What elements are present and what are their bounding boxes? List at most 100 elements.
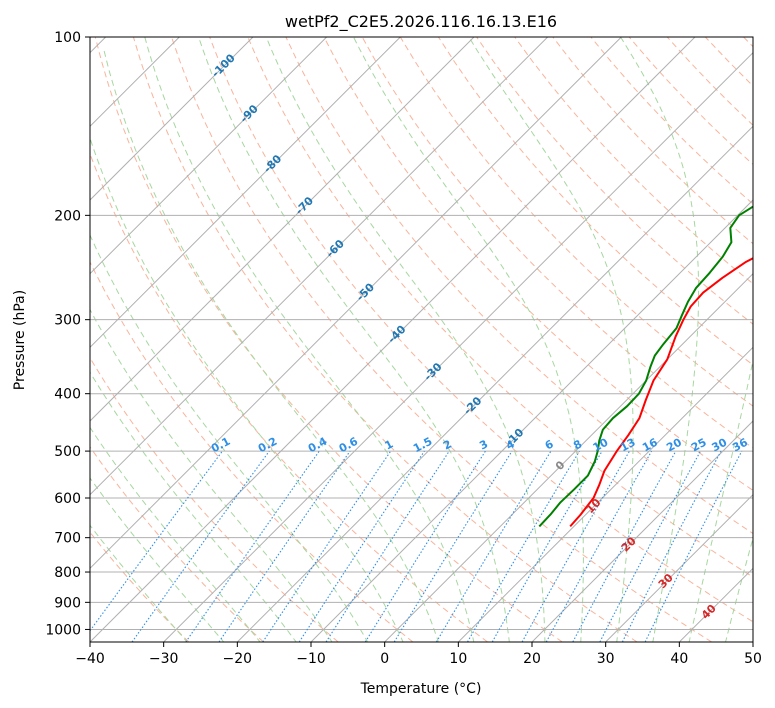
moist-adiabat-line (688, 358, 753, 642)
mixing-ratio-label: 36 (730, 436, 750, 455)
y-tick-label: 300 (54, 313, 81, 329)
isotherms (90, 37, 753, 642)
dry-adiabat-line (590, 37, 753, 205)
dry-adiabat-line (285, 37, 753, 535)
moist-adiabat-line (90, 371, 297, 642)
moist-adiabat-line (265, 37, 546, 642)
moist-adiabat-line (353, 37, 584, 642)
dry-adiabat-line (552, 37, 753, 245)
mixing-ratio-lines (90, 450, 743, 642)
dry-adiabat-line (476, 37, 753, 325)
moist-adiabats (90, 37, 753, 642)
moist-adiabat-line (90, 426, 261, 642)
moist-adiabat-line (724, 536, 753, 642)
moist-adiabat-line (90, 136, 404, 642)
x-tick-label: −30 (149, 651, 179, 667)
isotherm-line (384, 272, 753, 642)
mixing-ratio-label: 30 (710, 436, 730, 455)
x-tick-label: 40 (670, 651, 688, 667)
mixing-ratio-labels: 0.1 0.2 0.4 0.6 1 1.5 2 3 4 6 8 10 13 16 20 25 30 36 (209, 435, 750, 456)
mixing-ratio-line (545, 450, 653, 642)
x-tick-label: 20 (523, 651, 541, 667)
mixing-ratio-line (218, 450, 351, 642)
plot-frame (89, 36, 754, 643)
y-tick-label: 500 (54, 444, 81, 460)
mixing-ratio-line (90, 450, 223, 632)
dry-adiabat-line (90, 152, 488, 642)
dry-adiabat-line (704, 37, 753, 87)
dry-adiabat-line (90, 356, 339, 642)
mixing-ratio-line (435, 450, 552, 642)
y-tick-label: 600 (54, 491, 81, 507)
mixing-ratio-line (599, 450, 701, 642)
isotherm-line (90, 37, 475, 422)
y-tick-label: 1000 (45, 622, 81, 638)
mixing-ratio-line (298, 450, 425, 642)
y-tick-label: 200 (54, 208, 81, 224)
dry-adiabat-line (247, 37, 753, 578)
mixing-ratio-label: 0.1 (209, 435, 232, 456)
mixing-ratio-label: 25 (689, 436, 709, 455)
x-axis-label: Temperature (°C) (360, 681, 482, 697)
dry-adiabat-line (514, 37, 753, 285)
temperature-line (569, 257, 753, 528)
isotherm-label: -20 (461, 394, 484, 417)
dry-adiabats (90, 37, 753, 642)
isotherm-line (605, 493, 753, 642)
pressure-gridlines (90, 37, 753, 630)
mixing-ratio-label: 10 (591, 436, 611, 455)
mixing-ratio-label: 1.5 (411, 435, 434, 456)
mixing-ratio-line (621, 450, 722, 642)
mixing-ratio-label: 6 (543, 437, 556, 452)
dewpoint-line (538, 205, 753, 528)
dry-adiabat-line (323, 37, 753, 491)
dry-adiabat-line (437, 37, 753, 366)
mixing-ratio-label: 13 (618, 436, 638, 455)
mixing-ratio-label: 0.6 (337, 435, 361, 456)
dry-adiabat-line (209, 37, 753, 623)
moist-adiabat-line (468, 37, 634, 642)
mixing-ratio-line (262, 450, 392, 642)
mixing-ratio-label: 0.4 (306, 435, 330, 456)
dry-adiabat-line (94, 37, 563, 642)
mixing-ratio-label: 16 (640, 436, 660, 455)
y-axis-label: Pressure (hPa) (12, 290, 28, 390)
y-tick-label: 700 (54, 531, 81, 547)
dry-adiabat-line (90, 531, 190, 642)
isotherm-label: -30 (421, 360, 444, 383)
isotherm-line (310, 199, 753, 642)
y-tick-label: 900 (54, 595, 81, 611)
x-tick-label: 10 (449, 651, 467, 667)
dry-adiabat-line (171, 37, 712, 642)
mixing-ratio-line (185, 450, 320, 642)
mixing-ratio-label: 20 (664, 436, 684, 455)
mixing-ratio-line (364, 450, 486, 642)
mixing-ratio-label: 3 (477, 437, 490, 452)
moist-adiabat-line (144, 37, 475, 642)
chart-title: wetPf2_C2E5.2026.116.16.13.E16 (285, 12, 557, 32)
isotherm-line (678, 567, 753, 642)
mixing-ratio-label: 2 (441, 437, 454, 452)
dry-adiabat-line (90, 446, 264, 642)
mixing-ratio-line (572, 450, 677, 642)
dry-adiabat-line (666, 37, 753, 126)
x-tick-label: −40 (75, 651, 105, 667)
isotherm-line (90, 37, 622, 570)
isotherm-line (90, 37, 254, 201)
moist-adiabat-line (90, 477, 225, 642)
isotherm-line (90, 37, 401, 349)
x-tick-label: −20 (223, 651, 253, 667)
dry-adiabat-line (132, 37, 638, 642)
dry-adiabat-line (743, 37, 753, 48)
dry-adiabat-line (90, 260, 414, 642)
moist-adiabat-line (90, 233, 369, 642)
moist-adiabat-line (620, 37, 700, 642)
y-axis-ticks: 100 200 300 400 500 600 700 800 900 1000 (45, 30, 90, 638)
isotherm-line (163, 51, 753, 642)
isotherm-label: 10 (584, 496, 604, 516)
mixing-ratio-line (644, 450, 743, 642)
moist-adiabat-line (198, 37, 510, 642)
